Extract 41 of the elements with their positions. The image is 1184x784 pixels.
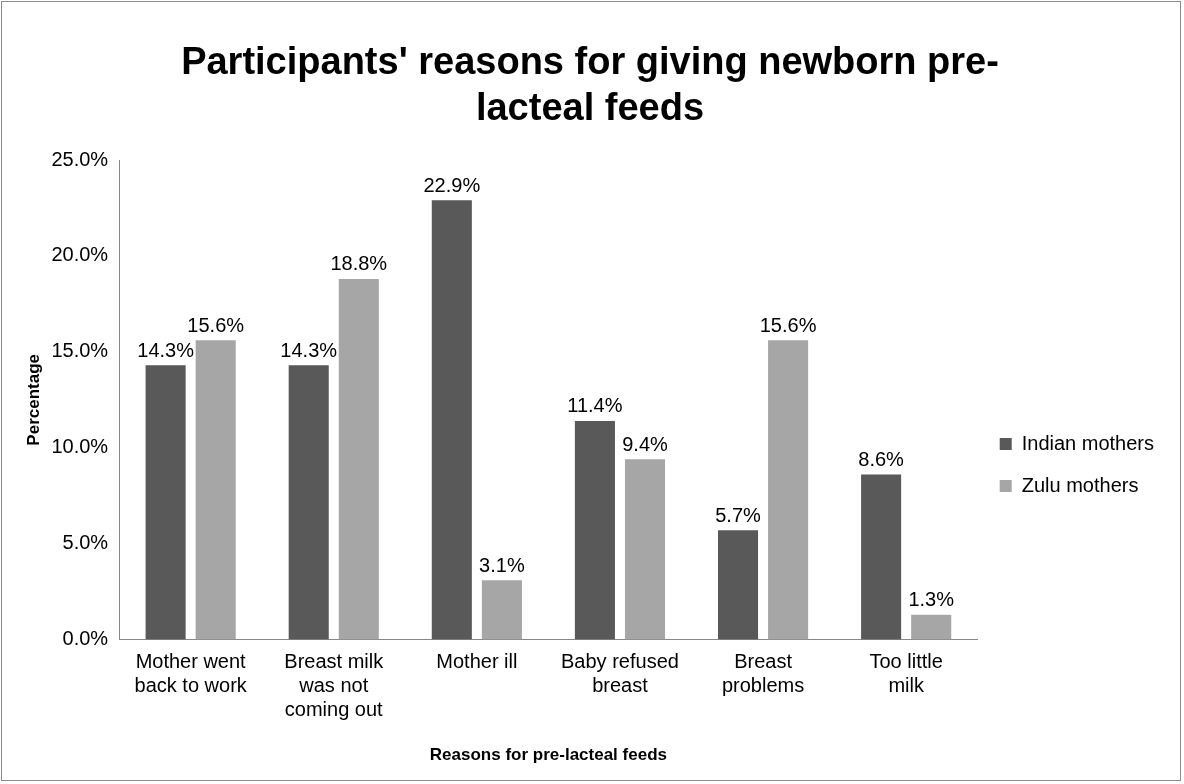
y-tick-label: 0.0%: [62, 627, 109, 650]
bar: [288, 365, 329, 640]
x-tick-label: Breast problems: [721, 650, 805, 697]
x-axis-title: Reasons for pre-lacteal feeds: [429, 745, 667, 765]
bar: [195, 340, 236, 640]
data-label: 1.3%: [908, 588, 955, 611]
x-tick-label: Breast milk was not coming out: [284, 650, 385, 721]
data-label: 5.7%: [715, 503, 762, 526]
bar: [911, 614, 952, 640]
data-label: 14.3%: [137, 338, 195, 361]
bar: [145, 365, 186, 640]
chart-title: Participants' reasons for giving newborn pre-lacteal feeds: [180, 39, 1000, 130]
bar: [338, 278, 379, 640]
bar: [624, 459, 666, 640]
data-label: 15.6%: [759, 313, 817, 336]
data-label: 18.8%: [330, 252, 388, 275]
x-tick-label: Too little milk: [869, 650, 943, 697]
data-label: 14.3%: [280, 338, 338, 361]
x-tick-label: Mother went back to work: [134, 650, 248, 697]
bar: [574, 420, 615, 640]
x-tick-label: Baby refused breast: [561, 650, 679, 697]
data-label: 9.4%: [622, 432, 668, 455]
data-label: 8.6%: [858, 448, 905, 471]
y-tick-label: 20.0%: [51, 243, 109, 266]
y-axis-title: Percentage: [23, 353, 43, 446]
y-tick-label: 25.0%: [51, 147, 109, 170]
y-tick-label: 15.0%: [51, 339, 109, 362]
data-label: 22.9%: [423, 173, 481, 196]
bar: [861, 474, 902, 640]
data-label: 3.1%: [479, 553, 525, 576]
y-tick-label: 10.0%: [51, 435, 109, 458]
legend-label: Indian mothers: [1021, 431, 1154, 454]
bar: [481, 580, 522, 640]
bar: [431, 200, 472, 640]
bar: [717, 530, 759, 640]
x-tick-label: Mother ill: [436, 650, 518, 673]
data-label: 15.6%: [187, 313, 245, 336]
legend-label: Zulu mothers: [1021, 473, 1139, 496]
y-tick-label: 5.0%: [62, 531, 109, 554]
data-label: 11.4%: [567, 394, 623, 417]
bar: [768, 340, 809, 640]
